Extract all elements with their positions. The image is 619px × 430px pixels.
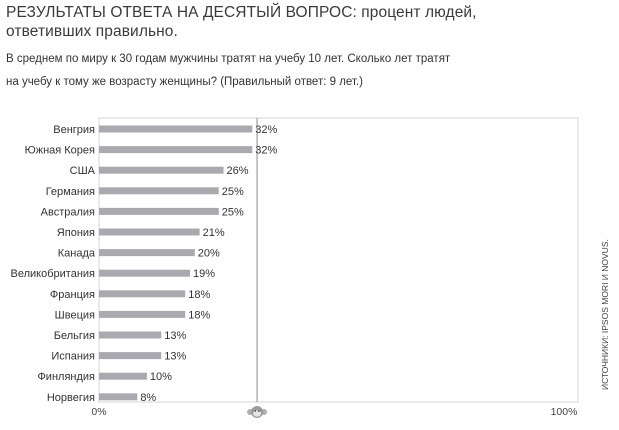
page-title: РЕЗУЛЬТАТЫ ОТВЕТА НА ДЕСЯТЫЙ ВОПРОС: про… [6,4,477,40]
category-label: Испания [51,351,95,363]
category-label: Франция [50,289,95,301]
category-label: Великобритания [11,268,96,280]
category-label: Германия [46,186,95,198]
value-label: 20% [198,248,220,260]
category-label: Финляндия [37,371,95,383]
category-label: Япония [57,227,95,239]
category-label: Австралия [41,206,95,218]
bar [99,125,253,133]
bar [99,290,186,298]
value-label: 13% [164,330,186,342]
bar [99,166,224,174]
bar [99,372,147,380]
x-tick-label: 0% [91,406,106,418]
value-label: 32% [255,145,277,157]
value-label: 25% [222,206,244,218]
question-line-2: на учебу к тому же возрасту женщины? (Пр… [6,76,363,88]
bar [99,187,219,195]
question-text: В среднем по миру к 30 годам мужчины тра… [6,48,596,94]
plot-frame [98,117,579,403]
source-note: ИСТОЧНИКИ: IPSOS MORI И NOVUS. [600,239,610,390]
value-label: 21% [203,227,225,239]
bar [99,269,191,277]
category-label: Бельгия [54,330,95,342]
value-label: 26% [227,165,249,177]
category-label: Норвегия [47,392,95,404]
category-label: Канада [58,248,96,260]
category-label: США [70,165,96,177]
value-label: 10% [150,371,172,383]
value-label: 19% [193,268,215,280]
bar [99,249,195,257]
monkey-icon [247,406,268,418]
value-label: 13% [164,351,186,363]
value-label: 32% [255,124,277,136]
bar [99,393,138,401]
value-label: 25% [222,186,244,198]
bar [99,207,219,215]
bar [99,228,200,236]
value-label: 18% [188,309,210,321]
bar [99,146,253,154]
category-label: Венгрия [53,124,95,136]
bar [99,331,162,339]
category-label: Швеция [55,309,95,321]
question-line-1: В среднем по миру к 30 годам мужчины тра… [6,53,451,65]
value-label: 18% [188,289,210,301]
bar [99,352,162,360]
value-label: 8% [140,392,156,404]
category-label: Южная Корея [25,145,95,157]
x-tick-label: 100% [551,406,578,418]
bar [99,310,186,318]
